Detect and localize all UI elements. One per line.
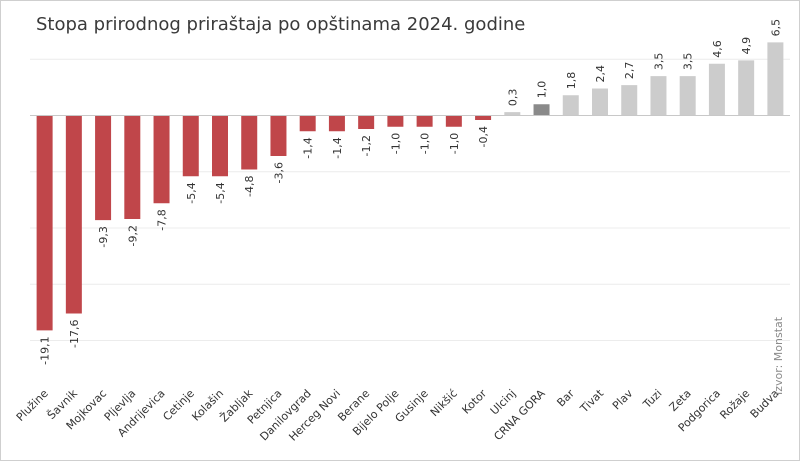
bar (533, 104, 550, 116)
category-label: Tivat (577, 386, 606, 415)
category-label: Plužine (14, 387, 51, 424)
category-label: Nikšić (428, 387, 460, 419)
value-label: 2,4 (594, 65, 607, 83)
value-label: -1,4 (302, 137, 315, 158)
value-label: -5,4 (185, 182, 198, 203)
bar (328, 115, 345, 132)
bar (708, 63, 725, 116)
value-label: -17,6 (68, 320, 81, 348)
bar (358, 115, 375, 129)
category-label: Tuzi (640, 387, 665, 412)
bar (416, 115, 433, 127)
value-label: 0,3 (506, 89, 519, 107)
value-label: 6,5 (769, 19, 782, 37)
bar (212, 115, 228, 177)
value-label: -7,8 (156, 209, 169, 230)
bar (592, 88, 608, 116)
value-label: -3,6 (272, 162, 285, 183)
value-label: -19,1 (39, 336, 52, 364)
value-label: -1,0 (419, 133, 432, 154)
bar (65, 115, 82, 314)
value-label: -1,0 (389, 133, 402, 154)
value-label: 4,6 (711, 40, 724, 58)
bar (182, 115, 199, 177)
bar (299, 115, 316, 132)
value-label: -5,4 (214, 182, 227, 203)
bar (504, 112, 521, 116)
bar (562, 95, 579, 116)
category-label: Gusinje (392, 387, 430, 425)
value-label: -9,2 (126, 225, 139, 246)
source-note: Izvor: Monstat (772, 316, 785, 395)
bar (95, 115, 112, 221)
value-label: -1,4 (331, 137, 344, 158)
value-label: 2,7 (623, 62, 636, 80)
value-label: 1,8 (565, 72, 578, 90)
value-label: -1,2 (360, 135, 373, 156)
bar (124, 115, 141, 219)
bar (621, 85, 638, 116)
value-label: -1,0 (448, 133, 461, 154)
bar (241, 115, 258, 170)
bar (650, 76, 667, 116)
value-label: -9,3 (97, 226, 110, 247)
category-label: Kotor (460, 387, 490, 417)
value-label: -0,4 (477, 126, 490, 147)
bar (445, 115, 462, 127)
category-label: Plav (610, 387, 636, 413)
bar (270, 115, 287, 156)
bar (738, 60, 755, 116)
bar (679, 76, 696, 116)
bar (153, 115, 170, 204)
bar (36, 115, 53, 331)
bar (767, 42, 784, 116)
value-label: 1,0 (536, 81, 549, 99)
category-label: Bar (554, 387, 577, 410)
bar (475, 115, 492, 120)
value-label: 3,5 (652, 53, 665, 71)
category-label: Rožaje (717, 387, 752, 422)
bar (387, 115, 404, 127)
chart-title: Stopa prirodnog priraštaja po opštinama … (36, 14, 526, 35)
value-label: -4,8 (243, 176, 256, 197)
value-label: 3,5 (682, 53, 695, 71)
value-label: 4,9 (740, 37, 753, 55)
